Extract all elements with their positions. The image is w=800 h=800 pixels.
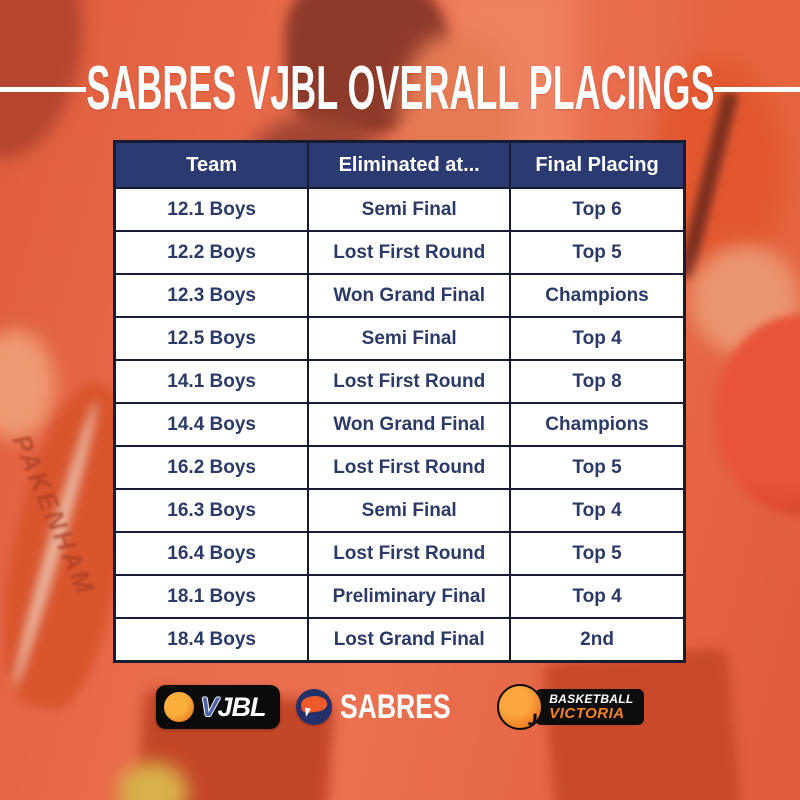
table-cell: 2nd [509, 617, 686, 663]
table-row: 12.3 Boys Won Grand Final Champions [113, 273, 686, 318]
table-row: 12.5 Boys Semi Final Top 4 [113, 316, 686, 361]
table-cell: Top 4 [509, 316, 686, 361]
placings-table: Team Eliminated at... Final Placing 12.1… [113, 140, 686, 663]
table-cell: Top 8 [509, 359, 686, 404]
vjbl-wordmark: VJBL [200, 691, 266, 722]
table-cell: Champions [509, 273, 686, 318]
table-cell: Top 5 [509, 531, 686, 576]
placings-table-body: 12.1 Boys Semi Final Top 6 12.2 Boys Lost Fi… [113, 187, 686, 663]
table-row: 18.4 Boys Lost Grand Final 2nd [113, 617, 686, 663]
table-cell: Won Grand Final [307, 402, 512, 447]
table-cell: Top 4 [509, 574, 686, 619]
title-rule-right [714, 87, 800, 92]
table-cell: 12.3 Boys [113, 273, 310, 318]
table-cell: 16.2 Boys [113, 445, 310, 490]
table-cell: Lost First Round [307, 359, 512, 404]
table-row: 18.1 Boys Preliminary Final Top 4 [113, 574, 686, 619]
table-cell: Lost First Round [307, 445, 512, 490]
table-cell: 16.3 Boys [113, 488, 310, 533]
table-cell: Top 5 [509, 445, 686, 490]
table-cell: 14.4 Boys [113, 402, 310, 447]
title-rule-left [0, 87, 86, 92]
col-header-eliminated-at: Eliminated at... [307, 140, 512, 189]
basketball-victoria-logo: BASKETBALL VICTORIA [497, 684, 644, 730]
table-cell: Semi Final [307, 316, 512, 361]
sabres-cat-icon [295, 689, 332, 725]
col-header-final-placing: Final Placing [509, 140, 686, 189]
sabres-wordmark: SABRES [339, 688, 451, 726]
basketball-icon [497, 684, 544, 730]
table-cell: Lost First Round [307, 230, 512, 275]
table-cell: 18.4 Boys [113, 617, 310, 663]
table-cell: Top 4 [509, 488, 686, 533]
table-cell: Top 6 [509, 187, 686, 232]
page-title: SABRES VJBL OVERALL PLACINGS [85, 54, 715, 123]
basketball-icon [164, 692, 195, 722]
table-header-row: Team Eliminated at... Final Placing [113, 140, 686, 189]
col-header-team: Team [113, 140, 310, 189]
table-cell: 12.5 Boys [113, 316, 310, 361]
table-row: 14.4 Boys Won Grand Final Champions [113, 402, 686, 447]
vjbl-logo: VJBL [156, 685, 280, 729]
title-row: SABRES VJBL OVERALL PLACINGS [0, 56, 800, 122]
table-cell: 16.4 Boys [113, 531, 310, 576]
footer-logos: VJBL SABRES BASKETBALL VICTORIA [0, 681, 800, 733]
table-cell: Semi Final [307, 187, 512, 232]
table-row: 12.1 Boys Semi Final Top 6 [113, 187, 686, 232]
table-row: 12.2 Boys Lost First Round Top 5 [113, 230, 686, 275]
table-cell: Lost Grand Final [307, 617, 512, 663]
table-row: 16.4 Boys Lost First Round Top 5 [113, 531, 686, 576]
table-cell: Won Grand Final [307, 273, 512, 318]
table-row: 16.2 Boys Lost First Round Top 5 [113, 445, 686, 490]
sabres-logo: SABRES [295, 688, 482, 726]
table-cell: 12.2 Boys [113, 230, 310, 275]
player-hand-silhouette [0, 330, 55, 440]
basketball-victoria-wordmark: BASKETBALL VICTORIA [535, 689, 644, 725]
table-cell: Preliminary Final [307, 574, 512, 619]
table-cell: Lost First Round [307, 531, 512, 576]
table-cell: Semi Final [307, 488, 512, 533]
table-cell: Champions [509, 402, 686, 447]
table-cell: Top 5 [509, 230, 686, 275]
table-cell: 18.1 Boys [113, 574, 310, 619]
table-row: 16.3 Boys Semi Final Top 4 [113, 488, 686, 533]
table-cell: 12.1 Boys [113, 187, 310, 232]
table-cell: 14.1 Boys [113, 359, 310, 404]
table-row: 14.1 Boys Lost First Round Top 8 [113, 359, 686, 404]
